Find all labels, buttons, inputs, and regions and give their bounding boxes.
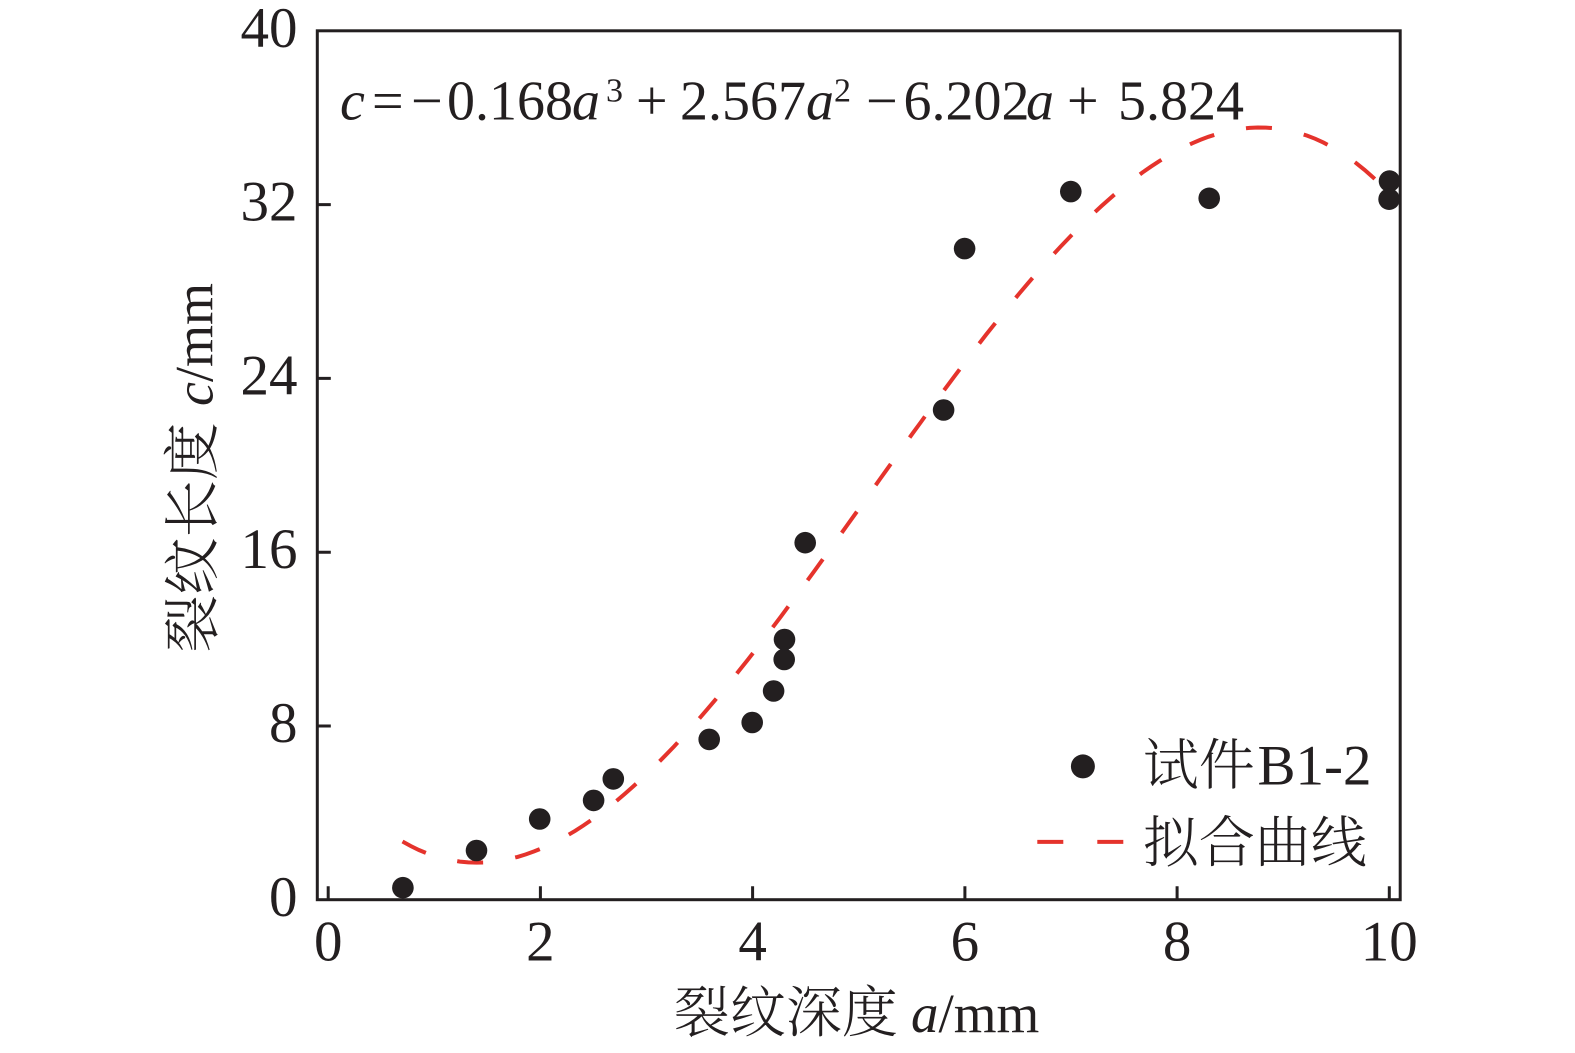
svg-text:=: =	[372, 71, 404, 133]
svg-text:32: 32	[241, 171, 298, 234]
svg-text:+: +	[636, 71, 668, 133]
svg-text:2: 2	[834, 73, 851, 110]
svg-text:24: 24	[241, 344, 298, 407]
svg-text:10: 10	[1361, 911, 1418, 974]
svg-text:a: a	[806, 71, 834, 133]
svg-text:/mm: /mm	[939, 983, 1040, 1044]
svg-text:a: a	[572, 71, 600, 133]
svg-text:a: a	[911, 983, 939, 1044]
svg-text:4: 4	[738, 911, 767, 974]
svg-text:−: −	[866, 71, 898, 133]
svg-text:6: 6	[951, 911, 980, 974]
svg-text:/mm: /mm	[165, 283, 225, 382]
svg-text:8: 8	[1163, 911, 1192, 974]
svg-text:c: c	[340, 71, 365, 133]
svg-text:a: a	[1026, 71, 1054, 133]
svg-text:0: 0	[314, 911, 343, 974]
svg-text:16: 16	[241, 518, 298, 581]
svg-text:8: 8	[269, 692, 298, 755]
svg-text:3: 3	[606, 73, 623, 110]
svg-text:5.824: 5.824	[1118, 71, 1244, 133]
svg-text:c: c	[165, 382, 225, 406]
svg-text:−: −	[411, 71, 443, 133]
svg-text:2.567: 2.567	[680, 71, 806, 133]
svg-text:40: 40	[241, 0, 298, 60]
svg-text:0.168: 0.168	[447, 71, 573, 133]
svg-text:0: 0	[269, 866, 298, 929]
svg-text:2: 2	[526, 911, 555, 974]
svg-text:B1-2: B1-2	[1258, 735, 1372, 798]
svg-text:+: +	[1067, 71, 1099, 133]
svg-text:6.202: 6.202	[904, 71, 1030, 133]
